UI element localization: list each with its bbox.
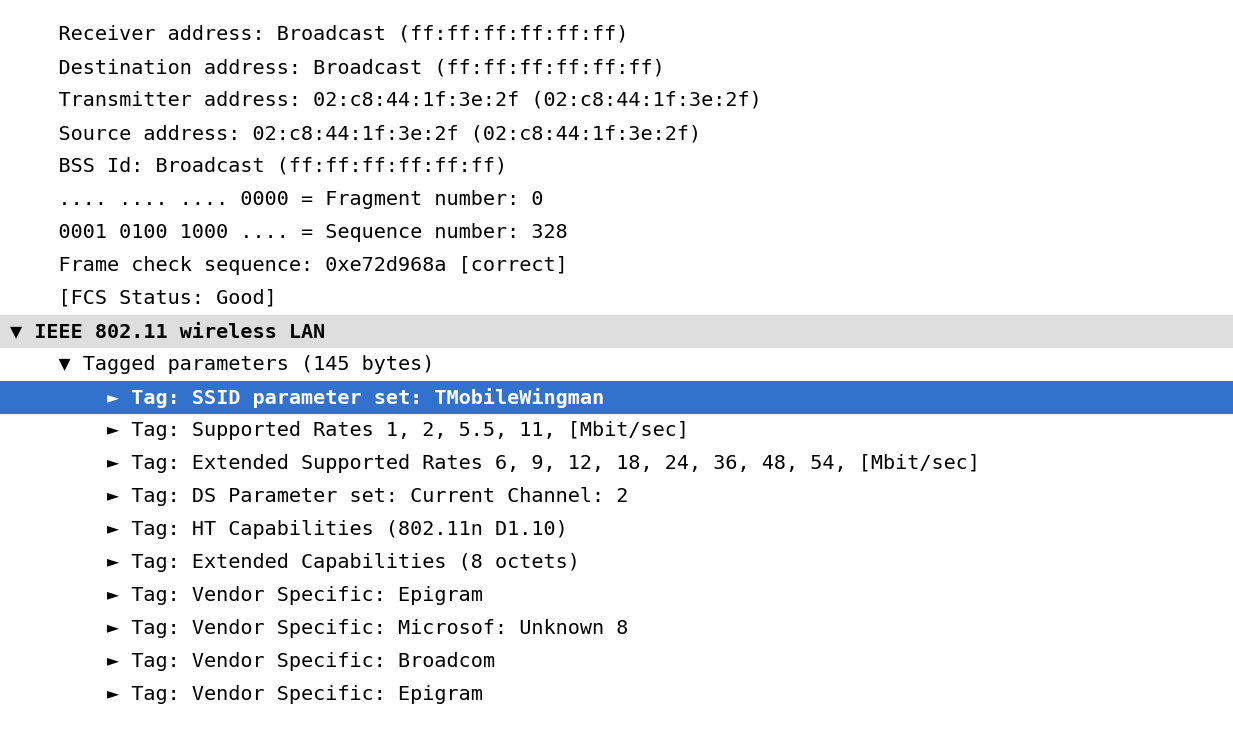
Text: .... .... .... 0000 = Fragment number: 0: .... .... .... 0000 = Fragment number: 0 [10,190,544,209]
Text: 0001 0100 1000 .... = Sequence number: 328: 0001 0100 1000 .... = Sequence number: 3… [10,223,567,242]
Text: Frame check sequence: 0xe72d968a [correct]: Frame check sequence: 0xe72d968a [correc… [10,256,567,275]
Text: Destination address: Broadcast (ff:ff:ff:ff:ff:ff): Destination address: Broadcast (ff:ff:ff… [10,58,665,77]
Bar [0,315,1233,348]
Text: Transmitter address: 02:c8:44:1f:3e:2f (02:c8:44:1f:3e:2f): Transmitter address: 02:c8:44:1f:3e:2f (… [10,91,762,110]
Text: Receiver address: Broadcast (ff:ff:ff:ff:ff:ff): Receiver address: Broadcast (ff:ff:ff:ff… [10,25,629,44]
Text: ► Tag: SSID parameter set: TMobileWingman: ► Tag: SSID parameter set: TMobileWingma… [10,388,604,407]
Text: ► Tag: Extended Capabilities (8 octets): ► Tag: Extended Capabilities (8 octets) [10,553,580,572]
Text: ► Tag: Vendor Specific: Epigram: ► Tag: Vendor Specific: Epigram [10,586,483,605]
Text: ► Tag: Supported Rates 1, 2, 5.5, 11, [Mbit/sec]: ► Tag: Supported Rates 1, 2, 5.5, 11, [M… [10,421,689,440]
Text: [FCS Status: Good]: [FCS Status: Good] [10,289,276,308]
Text: ► Tag: Vendor Specific: Epigram: ► Tag: Vendor Specific: Epigram [10,685,483,704]
Text: ► Tag: HT Capabilities (802.11n D1.10): ► Tag: HT Capabilities (802.11n D1.10) [10,520,567,539]
Text: ► Tag: Extended Supported Rates 6, 9, 12, 18, 24, 36, 48, 54, [Mbit/sec]: ► Tag: Extended Supported Rates 6, 9, 12… [10,454,980,473]
Bar [0,381,1233,414]
Text: ► Tag: Vendor Specific: Broadcom: ► Tag: Vendor Specific: Broadcom [10,652,494,671]
Text: ► Tag: Vendor Specific: Microsof: Unknown 8: ► Tag: Vendor Specific: Microsof: Unknow… [10,619,629,638]
Text: ▼ Tagged parameters (145 bytes): ▼ Tagged parameters (145 bytes) [10,355,434,374]
Text: BSS Id: Broadcast (ff:ff:ff:ff:ff:ff): BSS Id: Broadcast (ff:ff:ff:ff:ff:ff) [10,157,507,176]
Text: Source address: 02:c8:44:1f:3e:2f (02:c8:44:1f:3e:2f): Source address: 02:c8:44:1f:3e:2f (02:c8… [10,124,702,143]
Text: ► Tag: DS Parameter set: Current Channel: 2: ► Tag: DS Parameter set: Current Channel… [10,487,629,506]
Text: ▼ IEEE 802.11 wireless LAN: ▼ IEEE 802.11 wireless LAN [10,322,326,341]
